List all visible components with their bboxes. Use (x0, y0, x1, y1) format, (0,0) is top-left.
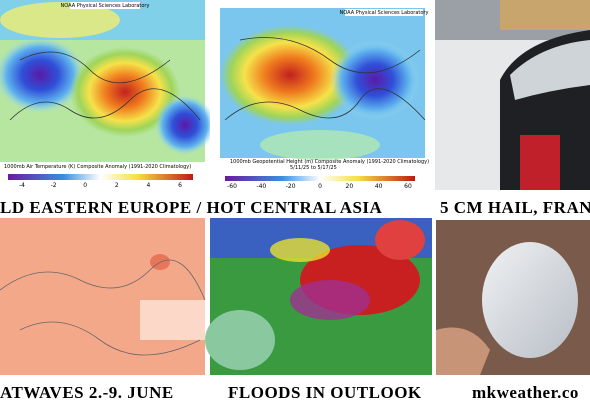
scale-label: 2 (115, 182, 119, 189)
scale-label: -4 (19, 182, 25, 189)
caption: mkweather.co (472, 383, 579, 402)
temperature-map: NOAA Physical Sciences Laboratory 1000mb… (0, 0, 215, 195)
hail-car-photo (435, 0, 590, 190)
scale-label: -20 (286, 183, 296, 190)
scale-label: 60 (404, 183, 412, 190)
caption: 5 CM HAIL, FRAN (440, 198, 590, 217)
scale-label: -40 (256, 183, 266, 190)
scale-label: 40 (375, 183, 383, 190)
scale-label: 0 (318, 183, 322, 190)
caption: LD EASTERN EUROPE / HOT CENTRAL ASIA (0, 198, 383, 217)
heatwave-map (0, 218, 206, 375)
height-map: NOAA Physical Sciences Laboratory 1000mb… (210, 0, 430, 195)
scale-label: -2 (51, 182, 57, 189)
scale-label: 0 (83, 182, 87, 189)
scale-label: 6 (178, 182, 182, 189)
source-label: NOAA Physical Sciences Laboratory (61, 3, 150, 9)
date-range: 5/11/25 to 5/17/25 (290, 165, 337, 171)
flood-map (205, 218, 432, 375)
caption: FLOODS IN OUTLOOK (228, 383, 422, 402)
hailstone-photo (436, 220, 590, 375)
map-title: 1000mb Geopotential Height (m) Composite… (230, 159, 429, 165)
scale-label: 4 (146, 182, 150, 189)
source-label: NOAA Physical Sciences Laboratory (340, 10, 429, 16)
map-title: 1000mb Air Temperature (K) Composite Ano… (4, 164, 191, 170)
caption: ATWAVES 2.-9. JUNE (0, 383, 174, 402)
scale-label: 20 (346, 183, 354, 190)
scale-label: -60 (227, 183, 237, 190)
